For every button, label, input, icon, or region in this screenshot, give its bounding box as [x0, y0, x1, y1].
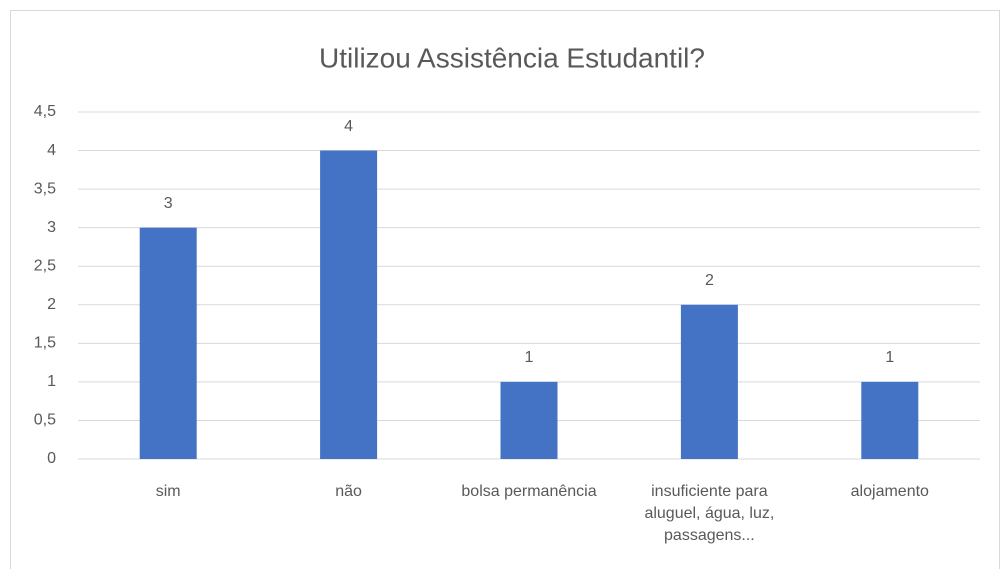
x-tick-label: não [335, 483, 362, 500]
data-label: 2 [705, 272, 714, 289]
y-tick-label: 4 [47, 142, 56, 159]
bar [139, 227, 197, 459]
x-tick-label: bolsa permanência [461, 483, 597, 500]
x-tick-label: insuficiente para aluguel, água, luz, pa… [644, 483, 775, 544]
y-tick-label: 4,5 [34, 103, 56, 120]
bar [320, 150, 378, 460]
y-tick-label: 1 [47, 373, 56, 390]
y-tick-label: 0 [47, 450, 56, 467]
data-label: 3 [164, 195, 173, 212]
y-tick-label: 2 [47, 296, 56, 313]
bar [680, 304, 738, 459]
data-label: 1 [885, 349, 894, 366]
x-tick-label: sim [155, 483, 181, 500]
chart-border [10, 10, 1000, 569]
data-label: 4 [344, 118, 353, 135]
y-tick-label: 0,5 [34, 412, 56, 429]
data-label: 1 [525, 349, 534, 366]
y-tick-label: 2,5 [34, 257, 56, 274]
chart-title: Utilizou Assistência Estudantil? [319, 42, 705, 73]
bar [861, 381, 919, 459]
y-tick-label: 1,5 [34, 335, 56, 352]
bar [500, 381, 558, 459]
y-tick-label: 3 [47, 219, 56, 236]
x-tick-label: alojamento [850, 483, 929, 500]
y-tick-label: 3,5 [34, 180, 56, 197]
